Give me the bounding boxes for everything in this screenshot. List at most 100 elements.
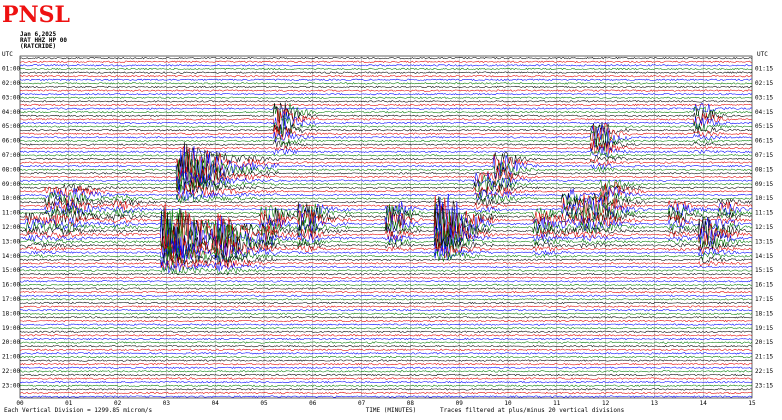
hour-label-left: 04:00 — [2, 109, 20, 116]
x-tick-label: 12 — [602, 400, 610, 407]
seismic-trace — [19, 182, 753, 200]
hour-label-right: 12:15 — [755, 224, 773, 231]
seismic-trace — [19, 391, 753, 395]
hour-label-right: 05:15 — [755, 123, 773, 130]
seismic-trace — [19, 145, 753, 193]
seismic-trace — [19, 186, 753, 203]
seismic-trace — [20, 373, 753, 377]
hour-label-right: 13:15 — [755, 238, 773, 245]
seismic-trace — [19, 196, 753, 220]
hour-label-left: 09:00 — [2, 181, 20, 188]
seismic-trace — [19, 191, 753, 207]
hour-label-right: 09:15 — [755, 181, 773, 188]
hour-label-right: 17:15 — [755, 296, 773, 303]
hour-label-left: 11:00 — [2, 210, 20, 217]
hour-label-right: 01:15 — [755, 66, 773, 73]
seismic-trace — [19, 330, 753, 333]
x-tick-label: 13 — [651, 400, 659, 407]
hour-label-left: 17:00 — [2, 296, 20, 303]
seismic-trace — [19, 82, 753, 85]
hour-label-right: 15:15 — [755, 267, 773, 274]
seismic-trace — [19, 195, 753, 248]
seismic-trace — [19, 108, 753, 132]
hour-label-right: 20:15 — [755, 339, 773, 346]
logo: PNSL — [2, 2, 70, 28]
hour-label-right: 18:15 — [755, 310, 773, 317]
seismic-trace — [19, 301, 753, 305]
x-tick-label: 14 — [700, 400, 708, 407]
seismic-trace — [19, 103, 753, 121]
seismic-trace — [19, 141, 753, 177]
seismic-trace — [19, 122, 753, 139]
right-hour-labels: 01:15 02:15 03:15 04:15 05:15 06:15 07:15 08:15… — [755, 66, 773, 390]
hour-label-right: 11:15 — [755, 210, 773, 217]
seismic-trace — [19, 146, 753, 177]
seismic-trace — [19, 257, 753, 271]
hour-label-left: 21:00 — [2, 354, 20, 361]
seismic-trace — [19, 75, 753, 78]
seismic-trace — [19, 78, 752, 82]
hour-label-left: 02:00 — [2, 80, 20, 87]
seismic-trace — [19, 141, 753, 154]
seismic-trace — [19, 280, 753, 283]
hour-label-right: 06:15 — [755, 138, 773, 145]
x-tick-label: 15 — [748, 400, 756, 407]
seismic-trace — [19, 272, 753, 276]
seismic-trace — [19, 110, 753, 134]
hour-label-right: 03:15 — [755, 94, 773, 101]
x-tick-label: 05 — [260, 400, 268, 407]
seismic-trace — [19, 388, 753, 391]
seismic-trace — [19, 283, 753, 287]
seismic-trace — [19, 239, 753, 265]
hour-label-right: 07:15 — [755, 152, 773, 159]
seismic-trace — [19, 103, 753, 113]
seismic-trace — [20, 319, 753, 323]
seismic-trace — [19, 92, 753, 96]
scale-note: Each Vertical Division = 1299.85 microm/… — [4, 407, 152, 414]
hour-label-left: 13:00 — [2, 238, 20, 245]
seismic-trace — [19, 146, 753, 158]
seismic-trace — [19, 298, 753, 301]
seismic-trace — [19, 124, 753, 149]
hour-label-left: 16:00 — [2, 282, 20, 289]
hour-label-left: 23:00 — [2, 382, 20, 389]
hour-label-left: 06:00 — [2, 138, 20, 145]
seismic-trace — [19, 117, 753, 136]
seismic-trace — [20, 71, 753, 74]
x-tick-label: 09 — [456, 400, 464, 407]
hour-label-left: 20:00 — [2, 339, 20, 346]
hour-label-left: 10:00 — [2, 195, 20, 202]
seismic-trace — [19, 395, 753, 398]
seismic-trace — [19, 380, 753, 384]
hour-label-left: 18:00 — [2, 310, 20, 317]
seismic-trace — [20, 265, 753, 276]
seismic-trace — [19, 348, 753, 352]
seismic-trace — [19, 64, 752, 67]
x-tick-label: 08 — [407, 400, 415, 407]
seismic-trace — [19, 326, 753, 330]
hour-label-left: 22:00 — [2, 368, 20, 375]
seismic-trace — [20, 352, 753, 355]
seismic-trace — [19, 366, 753, 369]
seismic-trace — [19, 193, 753, 212]
x-tick-labels: 00 01 02 03 04 05 06 07 08 09 10 11 12 13 14 15 — [16, 400, 756, 407]
header-date: Jan 6,2025 — [20, 31, 57, 38]
hour-label-left: 07:00 — [2, 152, 20, 159]
seismic-trace — [19, 60, 753, 63]
x-tick-label: 01 — [65, 400, 73, 407]
seismic-trace — [20, 96, 753, 99]
seismic-trace — [19, 174, 753, 195]
x-tick-label: 02 — [114, 400, 122, 407]
left-hour-labels: 01:00 02:00 03:00 04:00 05:00 06:00 07:00 08:00… — [2, 66, 20, 390]
seismic-trace — [20, 344, 753, 348]
x-axis-note: Traces filtered at plus/minus 20 vertica… — [440, 407, 625, 414]
hour-label-left: 05:00 — [2, 123, 20, 130]
seismic-trace — [19, 202, 753, 259]
seismic-trace — [19, 130, 753, 152]
hour-label-left: 01:00 — [2, 66, 20, 73]
seismic-trace — [19, 287, 753, 290]
hour-label-left: 19:00 — [2, 325, 20, 332]
header-station: RAT HHZ HP 00 — [20, 37, 67, 44]
hour-label-right: 23:15 — [755, 382, 773, 389]
